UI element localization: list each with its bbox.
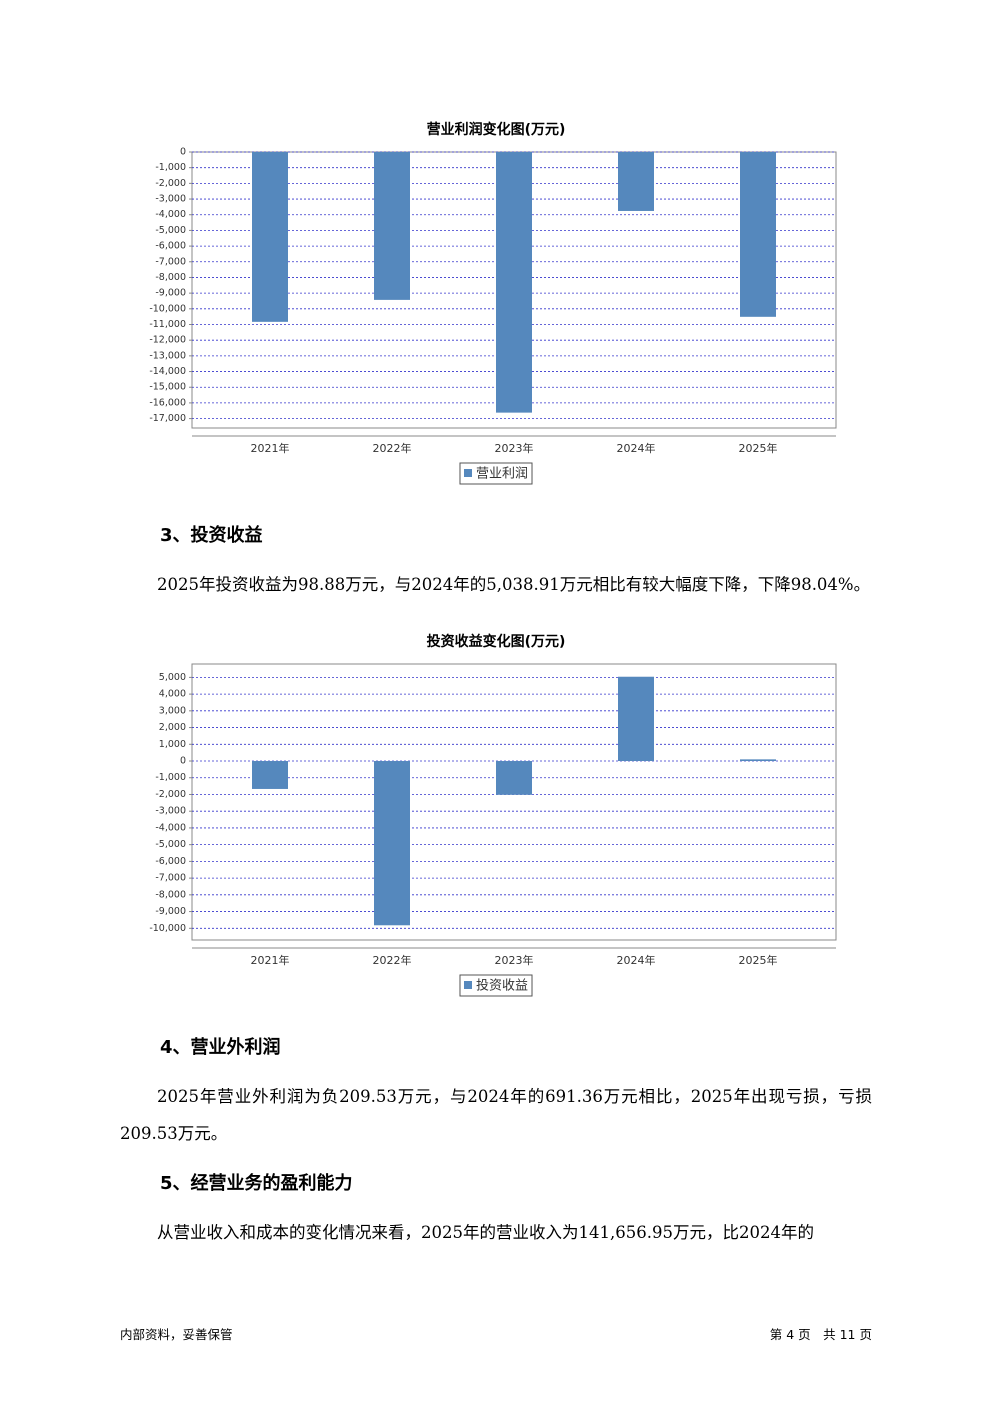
- x-tick-label: 2024年: [617, 953, 656, 967]
- y-tick-label: -10,000: [149, 923, 186, 934]
- y-tick-label: -8,000: [155, 889, 186, 900]
- y-tick-label: 2,000: [159, 722, 186, 733]
- bar: [374, 761, 410, 926]
- x-tick-label: 2023年: [495, 441, 534, 455]
- y-tick-label: -15,000: [149, 382, 186, 393]
- y-tick-label: -9,000: [155, 906, 186, 917]
- y-tick-label: -9,000: [155, 288, 186, 299]
- x-tick-label: 2023年: [495, 953, 534, 967]
- section-text: 从营业收入和成本的变化情况来看，2025年的营业收入为141,656.95万元，…: [157, 1223, 814, 1242]
- y-tick-label: -4,000: [155, 209, 186, 220]
- y-tick-label: -7,000: [155, 873, 186, 884]
- x-tick-label: 2025年: [739, 953, 778, 967]
- y-tick-label: -12,000: [149, 335, 186, 346]
- bar: [740, 759, 776, 762]
- y-tick-label: -17,000: [149, 413, 186, 424]
- footer-left: 内部资料，妥善保管: [120, 1327, 233, 1342]
- y-tick-label: -6,000: [155, 856, 186, 867]
- bar: [618, 152, 654, 211]
- x-tick-label: 2021年: [251, 953, 290, 967]
- y-tick-label: -14,000: [149, 366, 186, 377]
- y-tick-label: -2,000: [155, 178, 186, 189]
- bar: [252, 152, 288, 322]
- section-heading: 3、投资收益: [160, 525, 263, 546]
- chart-title: 营业利润变化图(万元): [427, 121, 566, 138]
- y-tick-label: -7,000: [155, 256, 186, 267]
- y-tick-label: 5,000: [159, 672, 186, 683]
- y-tick-label: -2,000: [155, 789, 186, 800]
- y-tick-label: -5,000: [155, 225, 186, 236]
- y-tick-label: -1,000: [155, 772, 186, 783]
- y-tick-label: -8,000: [155, 272, 186, 283]
- y-tick-label: -3,000: [155, 806, 186, 817]
- chart-title: 投资收益变化图(万元): [427, 633, 566, 650]
- y-tick-label: -13,000: [149, 350, 186, 361]
- section-heading: 4、营业外利润: [160, 1037, 281, 1058]
- legend-swatch: [463, 469, 472, 477]
- y-tick-label: -1,000: [155, 162, 186, 173]
- y-tick-label: -3,000: [155, 194, 186, 205]
- x-tick-label: 2022年: [373, 441, 412, 455]
- x-tick-label: 2021年: [251, 441, 290, 455]
- section-text: 2025年投资收益为98.88万元，与2024年的5,038.91万元相比有较大…: [157, 575, 871, 594]
- x-tick-label: 2025年: [739, 441, 778, 455]
- bar: [374, 152, 410, 300]
- y-tick-label: -16,000: [149, 397, 186, 408]
- bar: [496, 761, 532, 795]
- y-tick-label: 3,000: [159, 705, 186, 716]
- footer-right: 第 4 页 共 11 页: [769, 1327, 872, 1342]
- legend-box: [459, 974, 533, 997]
- legend-swatch: [463, 981, 472, 989]
- section-heading: 5、经营业务的盈利能力: [160, 1173, 353, 1194]
- bar: [618, 676, 654, 762]
- legend-box: [459, 462, 533, 485]
- y-tick-label: -11,000: [149, 319, 186, 330]
- section-text: 2025年营业外利润为负209.53万元，与2024年的691.36万元相比，2…: [120, 1087, 872, 1143]
- y-tick-label: -4,000: [155, 822, 186, 833]
- y-tick-label: 0: [180, 756, 186, 767]
- y-tick-label: 1,000: [159, 739, 186, 750]
- y-tick-label: 4,000: [159, 689, 186, 700]
- bar: [252, 761, 288, 789]
- plot-area: [191, 663, 837, 941]
- legend-label: 营业利润: [476, 467, 528, 482]
- x-tick-label: 2022年: [373, 953, 412, 967]
- bar: [740, 152, 776, 317]
- x-tick-label: 2024年: [617, 441, 656, 455]
- bar: [496, 152, 532, 413]
- legend-label: 投资收益: [476, 978, 528, 994]
- y-tick-label: -10,000: [149, 303, 186, 314]
- y-tick-label: -6,000: [155, 241, 186, 252]
- y-tick-label: -5,000: [155, 839, 186, 850]
- y-tick-label: 0: [180, 147, 186, 158]
